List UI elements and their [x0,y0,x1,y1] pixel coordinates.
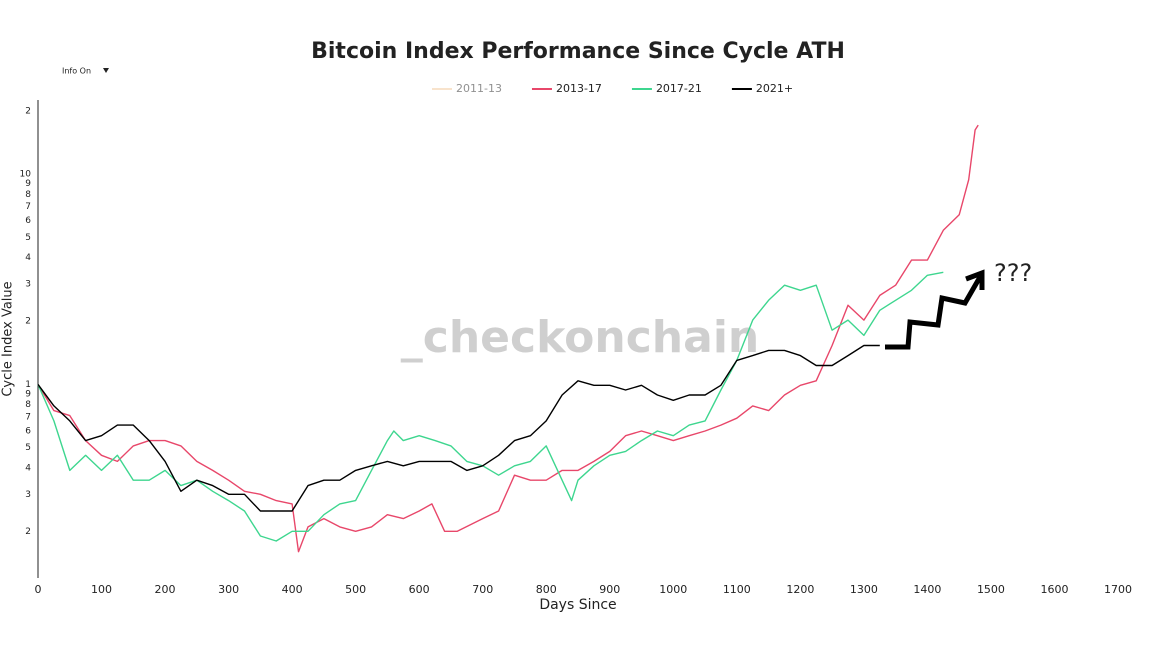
x-tick-label: 1100 [723,583,751,596]
series-line [37,271,944,542]
y-axis-title: Cycle Index Value [1,281,16,396]
x-tick-label: 1000 [659,583,687,596]
y-tick-label: 4 [25,253,31,263]
x-axis-title: Days Since [539,597,616,613]
legend-label: 2013-17 [556,82,602,95]
x-tick-label: 500 [345,583,366,596]
y-tick-label: 5 [25,443,31,453]
x-tick-label: 800 [536,583,557,596]
chart-title: Bitcoin Index Performance Since Cycle AT… [311,39,845,64]
y-tick-label: 10 [20,170,32,180]
y-tick-label: 5 [25,233,31,243]
x-tick-label: 200 [155,583,176,596]
y-tick-label: 3 [25,280,31,290]
legend-label: 2011-13 [456,82,502,95]
series-line [37,124,979,553]
y-tick-label: 9 [25,179,31,189]
x-tick-label: 600 [409,583,430,596]
y-tick-label: 2 [25,527,31,537]
y-tick-label: 1 [25,380,31,390]
annotation-arrowhead [965,269,985,290]
x-tick-label: 700 [472,583,493,596]
watermark: _checkonchain [401,312,759,363]
y-tick-label: 2 [25,106,31,116]
legend-label: 2017-21 [656,82,702,95]
menu-label[interactable]: Info On [62,67,91,76]
x-tick-label: 1200 [786,583,814,596]
y-tick-label: 7 [25,412,31,422]
y-tick-label: 8 [25,190,31,200]
x-tick-label: 100 [91,583,112,596]
y-tick-label: 6 [25,427,31,437]
legend-label: 2021+ [756,82,793,95]
x-tick-label: 0 [35,583,42,596]
x-tick-label: 1600 [1040,583,1068,596]
series-line [37,344,880,512]
x-tick-label: 1500 [977,583,1005,596]
annotation: ??? [994,259,1032,287]
y-tick-label: 2 [25,317,31,327]
x-tick-label: 400 [282,583,303,596]
info-menu[interactable]: Info On [62,67,109,76]
y-tick-label: 8 [25,400,31,410]
x-tick-label: 1400 [913,583,941,596]
y-tick-label: 4 [25,464,31,474]
y-tick-label: 3 [25,490,31,500]
y-tick-label: 7 [25,202,31,212]
y-tick-label: 9 [25,389,31,399]
x-tick-label: 900 [599,583,620,596]
x-tick-label: 1300 [850,583,878,596]
x-tick-label: 1700 [1104,583,1132,596]
menu-caret[interactable] [103,68,109,73]
annotation-arrow [885,275,983,350]
x-tick-label: 300 [218,583,239,596]
y-tick-label: 6 [25,216,31,226]
